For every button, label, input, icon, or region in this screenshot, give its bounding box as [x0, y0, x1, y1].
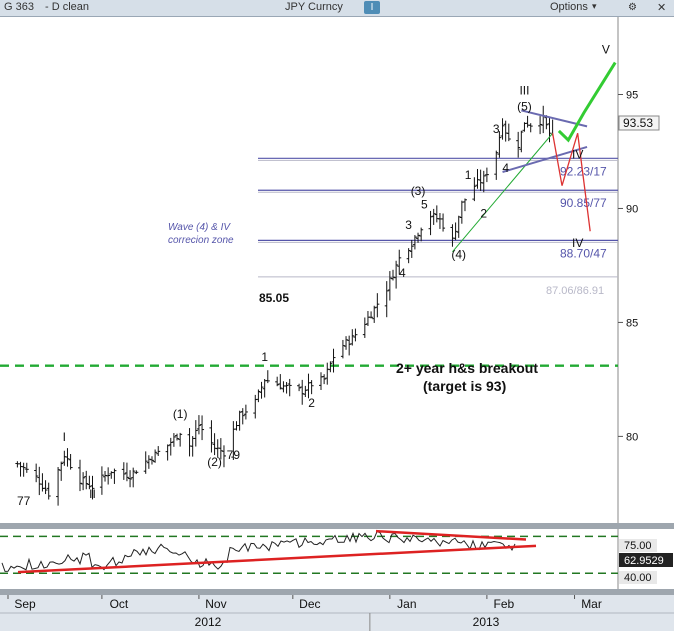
wave-label-2: 77	[17, 494, 31, 508]
wave-label-9: 4	[399, 266, 406, 280]
price-tick-label: 85	[626, 317, 638, 329]
wave-label-3: (1)	[173, 407, 188, 421]
close-icon[interactable]: ✕	[657, 2, 667, 14]
rsi-plot-area	[0, 529, 618, 589]
chart-header-bar: G 363 - D clean JPY Curncy I Options ▾ ⚙…	[0, 0, 674, 17]
chart-id: G 363	[4, 1, 34, 13]
projection-wave-v	[557, 61, 617, 143]
pane-separator	[0, 523, 674, 529]
pane-separator-lower	[0, 589, 674, 595]
instrument-name[interactable]: JPY Curncy	[285, 1, 343, 13]
price-note-85-05: 85.05	[259, 291, 289, 305]
breakout-label-line1: 2+ year h&s breakout	[396, 360, 538, 376]
wave-label-16: 4	[502, 161, 509, 175]
month-label-jan: Jan	[397, 597, 416, 611]
wave-zone-label-line1: Wave (4) & IV	[168, 222, 231, 233]
wave-label-13: 1	[465, 168, 472, 182]
chart-canvas: 92.23/17 90.85/77 88.70/47 87.06/86.91 80 85…	[0, 17, 674, 631]
price-plot-area	[0, 17, 618, 523]
wave-label-8: 3	[405, 218, 412, 232]
projection-wave-iv	[551, 133, 591, 232]
wave-label-14: 2	[480, 207, 487, 221]
year-label-2013: 2013	[473, 615, 500, 629]
wave-label-11: (3)	[411, 184, 426, 198]
wave-label-7: 2	[308, 396, 315, 410]
rsi-current-value: 62.9529	[624, 555, 664, 567]
rsi-lower-tag	[619, 571, 657, 584]
month-label-oct: Oct	[110, 597, 129, 611]
price-axis	[618, 17, 674, 523]
price-tick-label: 80	[626, 431, 638, 443]
level-label-0: 92.23/17	[560, 164, 607, 178]
wave-label-15: 3	[493, 122, 500, 136]
caret-down-icon[interactable]: ▾	[592, 1, 597, 11]
month-label-sep: Sep	[14, 597, 36, 611]
month-label-feb: Feb	[494, 597, 515, 611]
month-label-dec: Dec	[299, 597, 320, 611]
wave-label-18: III	[519, 83, 529, 97]
wave-label-17: (5)	[517, 99, 532, 113]
wave-label-12: (4)	[451, 248, 466, 262]
wave-label-20: IV	[572, 236, 583, 250]
indicator-button[interactable]: I	[364, 1, 380, 14]
rsi-resistance-trendline	[375, 529, 527, 541]
last-price-tag	[618, 115, 660, 131]
breakout-label-line2: (target is 93)	[423, 378, 506, 394]
wave-label-4: (2)	[207, 455, 222, 469]
wave-zone-label-line2: correcion zone	[168, 235, 234, 246]
month-label-mar: Mar	[581, 597, 602, 611]
year-label-2012: 2012	[195, 615, 222, 629]
gear-icon[interactable]: ⚙	[628, 2, 637, 13]
wave-label-1: II	[89, 487, 96, 501]
price-tick-label: 90	[626, 203, 638, 215]
price-tick-label: 95	[626, 89, 638, 101]
rsi-upper-value: 75.00	[624, 540, 652, 552]
month-label-nov: Nov	[205, 597, 226, 611]
rsi-upper-tag	[619, 539, 657, 552]
rsi-lower-value: 40.00	[624, 572, 652, 584]
wave-label-19: IV	[572, 147, 583, 161]
wave-label-10: 5	[421, 197, 428, 211]
wave-label-0: I	[63, 430, 66, 444]
rsi-line	[1, 531, 516, 572]
level-label-1: 90.85/77	[560, 196, 607, 210]
chart-mode: - D clean	[45, 1, 90, 13]
rsi-support-trendline	[17, 544, 537, 574]
level-label-2: 88.70/47	[560, 246, 607, 260]
options-menu[interactable]: Options	[550, 1, 588, 13]
wave-label-5: 79	[227, 448, 241, 462]
wave-label-21: V	[602, 42, 610, 56]
wave-trend-line-green	[452, 132, 554, 253]
wave-label-6: 1	[261, 350, 268, 364]
rsi-current-tag	[619, 553, 673, 567]
last-price-value: 93.53	[623, 116, 653, 130]
level-label-3: 87.06/86.91	[546, 285, 604, 297]
